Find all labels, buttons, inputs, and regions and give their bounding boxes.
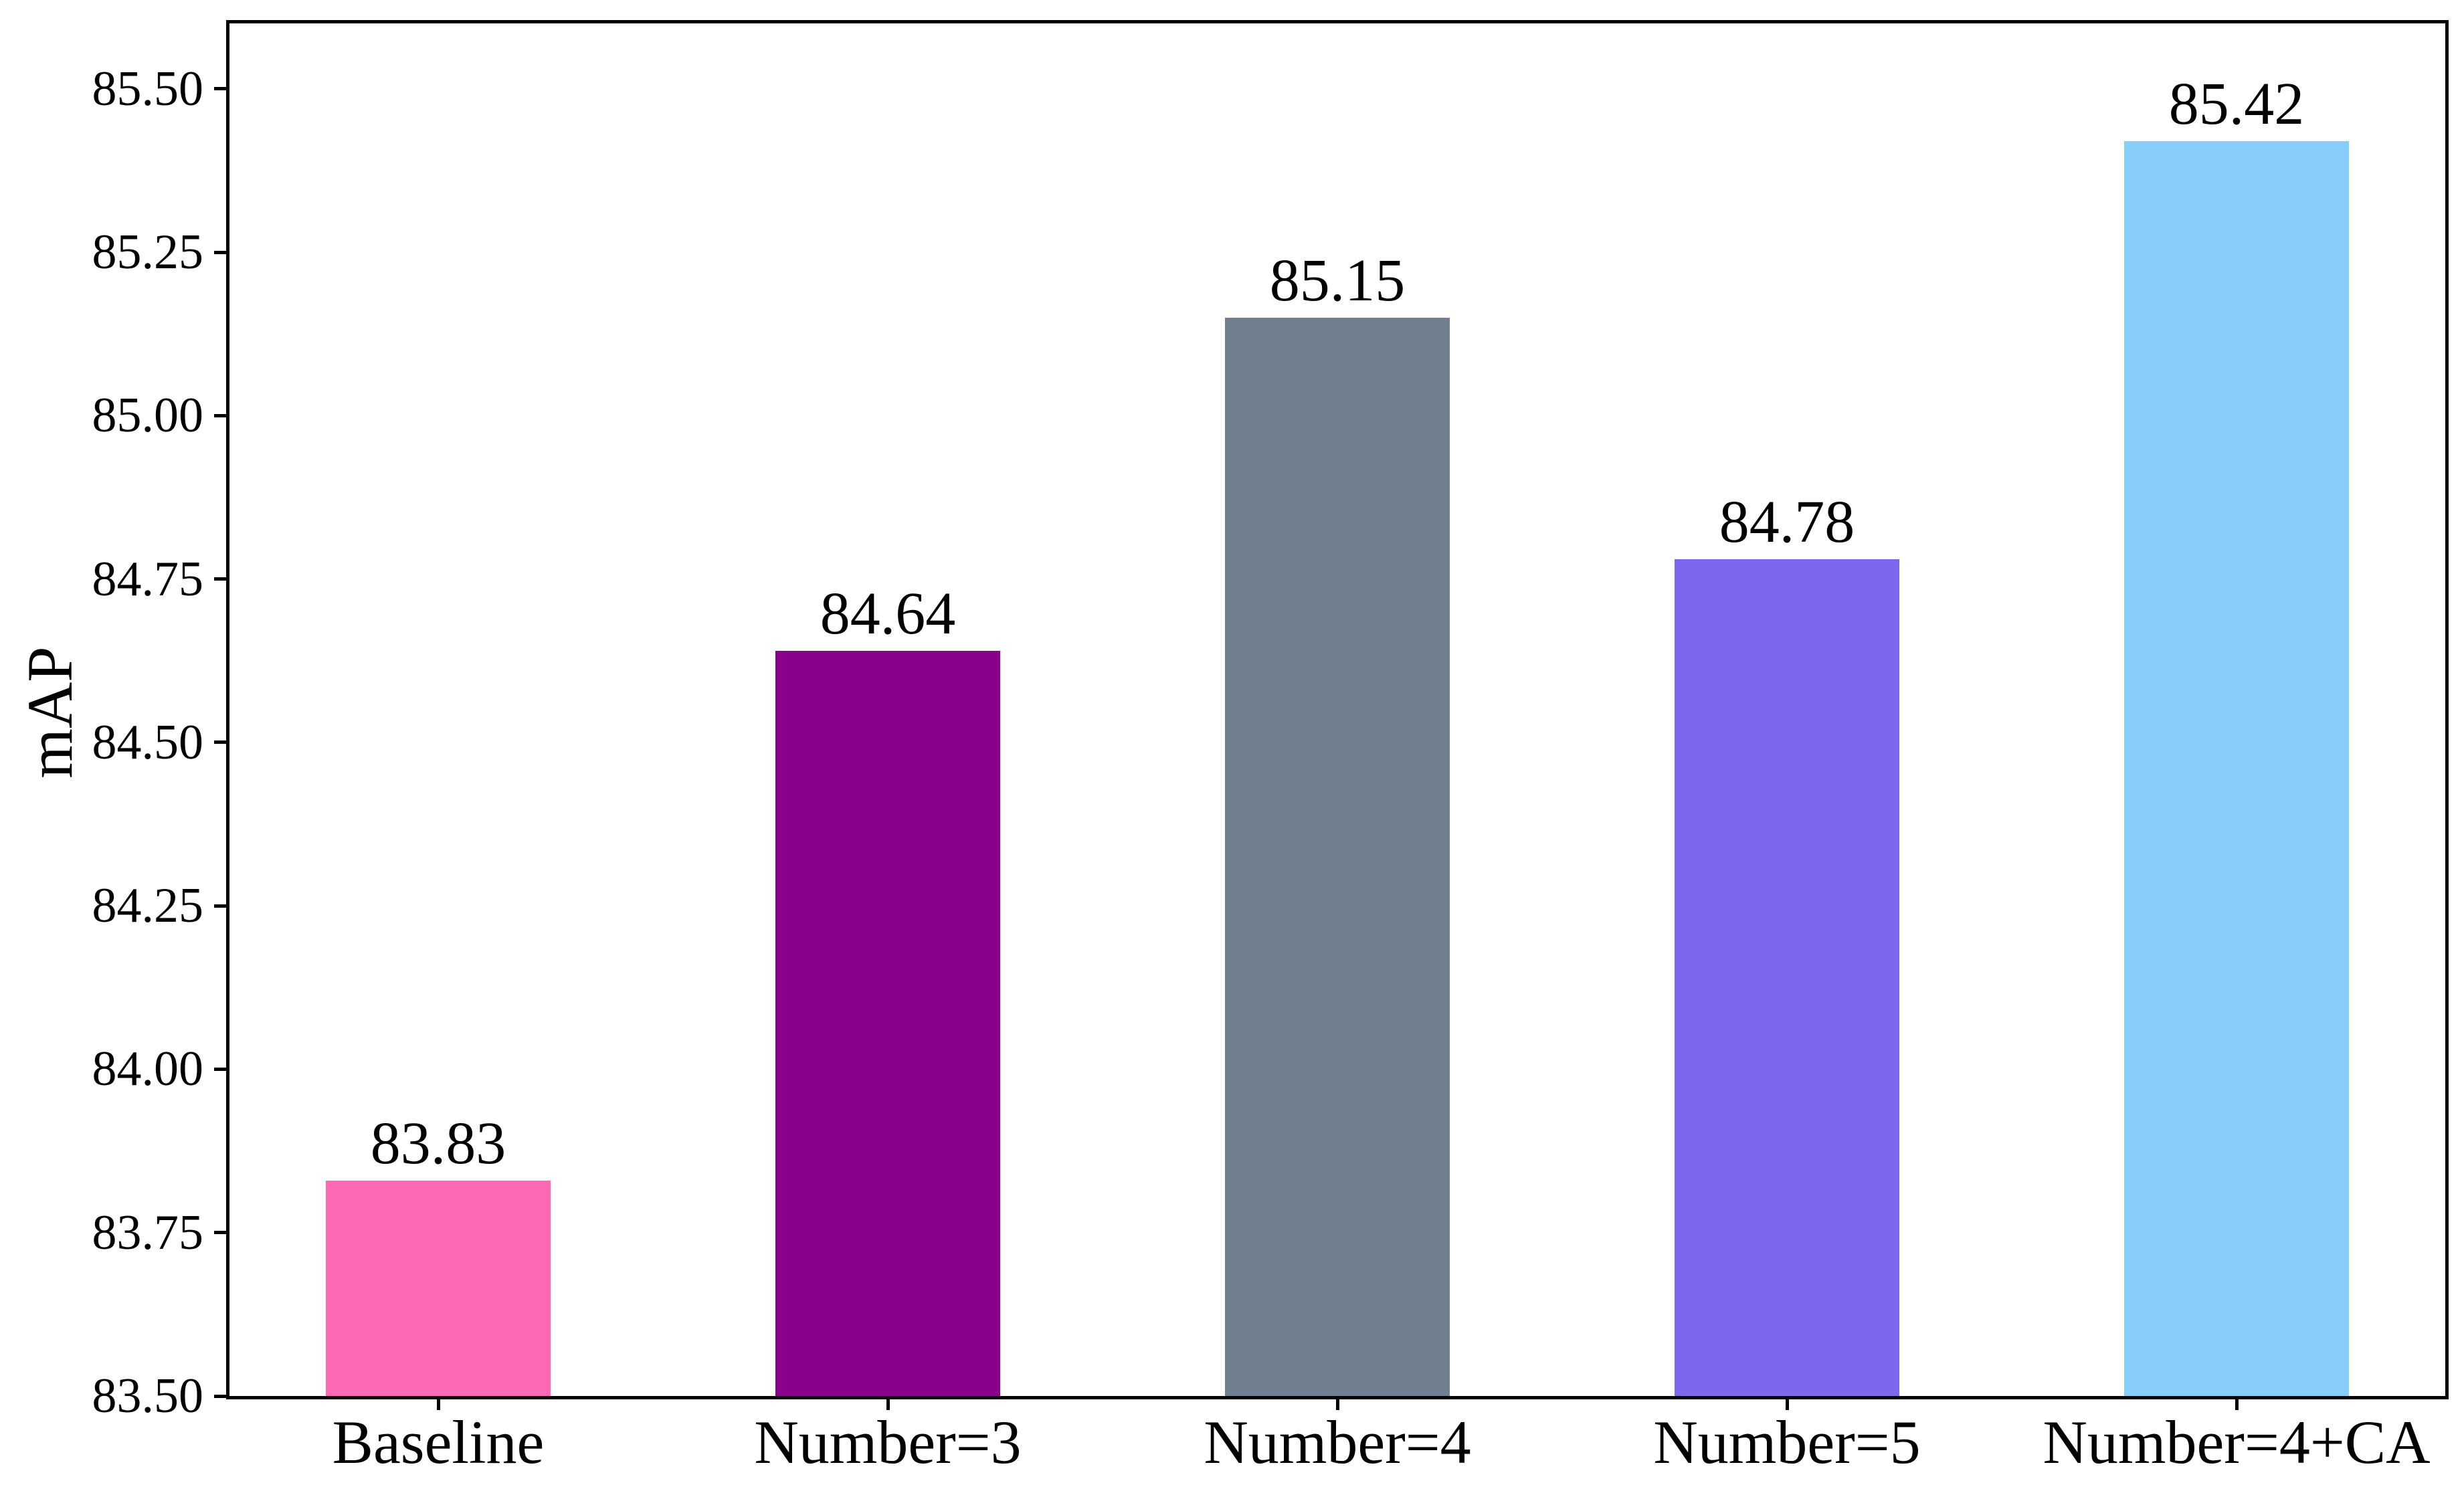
x-category-label-number-3: Number=3 [754, 1408, 1022, 1476]
bar-number-5 [1675, 559, 1899, 1396]
y-tick-mark [214, 577, 226, 581]
y-tick-mark [214, 904, 226, 908]
y-tick-mark [214, 740, 226, 744]
y-tick-label: 85.00 [92, 388, 204, 443]
y-tick-label: 84.25 [92, 878, 204, 934]
y-tick-label: 85.50 [92, 61, 204, 116]
x-tick-mark [436, 1399, 440, 1410]
y-tick-label: 85.25 [92, 225, 204, 280]
plot-area: 83.83 84.64 85.15 84.78 85.42 [226, 20, 2449, 1399]
x-category-label-number-4: Number=4 [1204, 1408, 1471, 1476]
bar-number-3 [775, 651, 1000, 1396]
y-tick-mark [214, 87, 226, 91]
x-tick-mark [2235, 1399, 2239, 1410]
bar-number-4-ca [2124, 140, 2349, 1396]
y-tick-label: 84.00 [92, 1041, 204, 1097]
y-tick-mark [214, 1394, 226, 1398]
y-tick-mark [214, 1231, 226, 1235]
bar-value-label: 85.42 [2168, 71, 2305, 138]
x-tick-mark [1785, 1399, 1789, 1410]
x-category-label-number-5: Number=5 [1653, 1408, 1921, 1476]
bar-value-label: 83.83 [370, 1110, 506, 1177]
bar-value-label: 85.15 [1269, 247, 1406, 314]
y-tick-mark [214, 250, 226, 254]
y-tick-label: 84.50 [92, 714, 204, 770]
bar-value-label: 84.64 [820, 581, 956, 648]
y-tick-label: 83.50 [92, 1369, 204, 1423]
y-tick-label: 83.75 [92, 1205, 204, 1260]
y-tick-mark [214, 413, 226, 417]
x-category-label-baseline: Baseline [332, 1408, 545, 1476]
bar-number-4 [1225, 317, 1450, 1396]
y-tick-label: 84.75 [92, 551, 204, 607]
y-tick-mark [214, 1067, 226, 1071]
bar-baseline [326, 1180, 551, 1396]
bar-value-label: 84.78 [1719, 489, 1855, 556]
x-category-label-number-4-ca: Number=4+CA [2043, 1408, 2431, 1476]
x-tick-mark [886, 1399, 890, 1410]
x-tick-mark [1335, 1399, 1339, 1410]
